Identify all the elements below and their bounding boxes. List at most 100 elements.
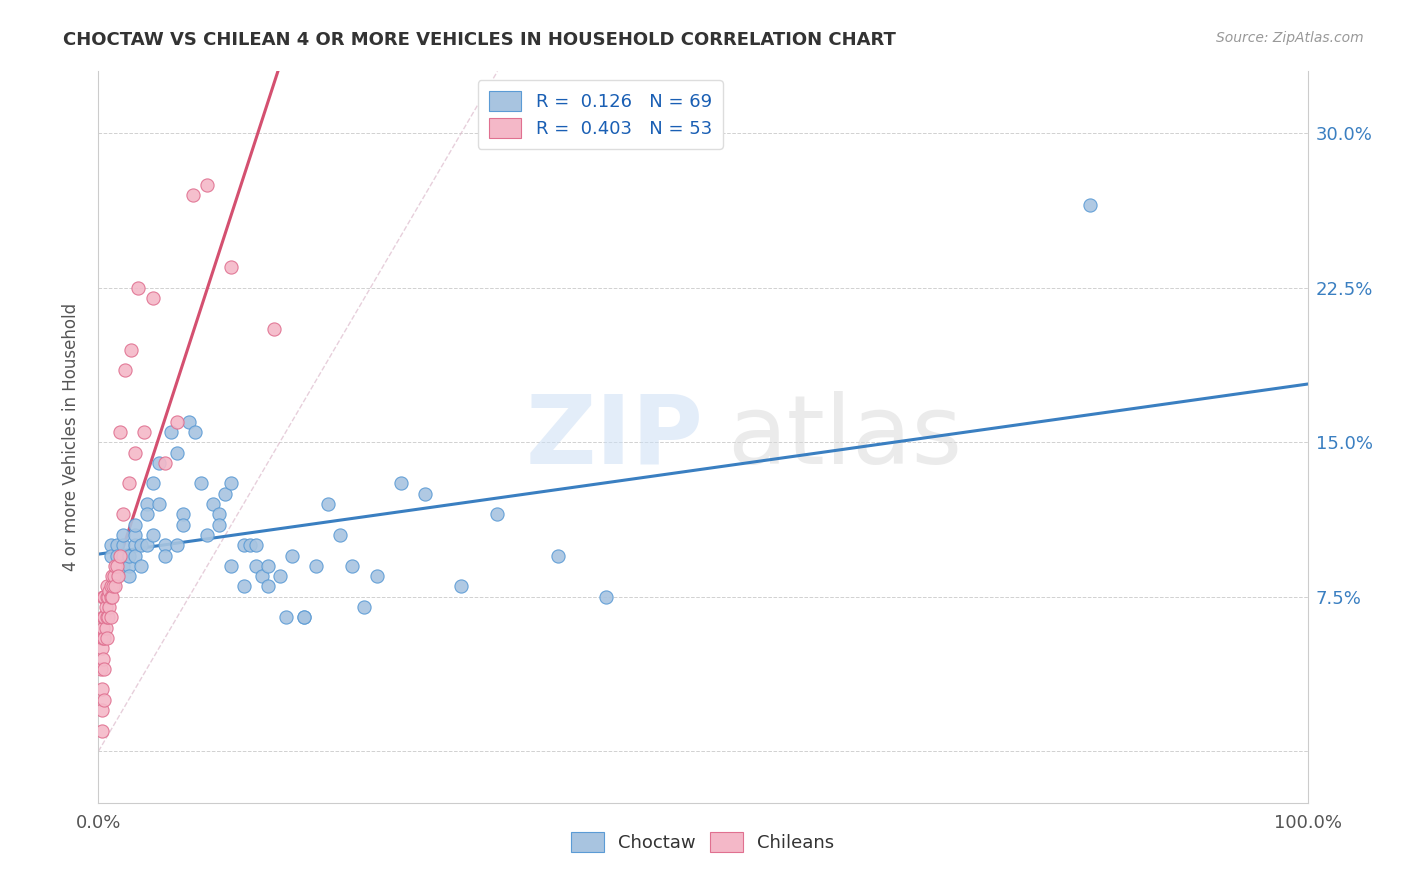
Point (256, 558, 278, 573)
Point (221, 260, 243, 274)
Text: CHOCTAW VS CHILEAN 4 OR MORE VEHICLES IN HOUSEHOLD CORRELATION CHART: CHOCTAW VS CHILEAN 4 OR MORE VEHICLES IN… (63, 31, 896, 49)
Point (166, 445, 188, 459)
Point (305, 558, 328, 573)
Point (184, 425, 207, 439)
Point (91, 590, 114, 604)
Point (366, 569, 388, 583)
Point (263, 322, 285, 336)
Point (124, 445, 146, 459)
Point (100, 579, 122, 593)
Point (91, 610, 114, 624)
Point (232, 538, 254, 552)
Point (172, 517, 194, 532)
Point (98, 583, 121, 598)
Point (118, 558, 141, 573)
Point (221, 476, 243, 491)
Point (208, 508, 231, 522)
Point (124, 528, 146, 542)
Point (160, 425, 183, 439)
Point (124, 538, 146, 552)
Point (135, 497, 157, 511)
Y-axis label: 4 or more Vehicles in Household: 4 or more Vehicles in Household (62, 303, 80, 571)
Point (129, 558, 152, 573)
Point (100, 569, 122, 583)
Point (232, 579, 254, 593)
Point (250, 569, 273, 583)
Point (148, 497, 170, 511)
Point (239, 538, 262, 552)
Point (105, 538, 128, 552)
Point (118, 549, 141, 563)
Point (135, 538, 157, 552)
Point (118, 569, 141, 583)
Point (124, 549, 146, 563)
Point (148, 456, 170, 470)
Point (105, 569, 128, 583)
Point (96, 579, 118, 593)
Point (111, 508, 134, 522)
Point (181, 188, 204, 202)
Point (195, 178, 218, 192)
Point (93, 610, 115, 624)
Point (142, 291, 165, 305)
Point (245, 538, 267, 552)
Point (353, 600, 375, 615)
Point (111, 549, 134, 563)
Point (129, 538, 152, 552)
Point (292, 610, 315, 624)
Point (91, 621, 114, 635)
Text: ZIP: ZIP (524, 391, 703, 483)
Point (100, 610, 122, 624)
Point (450, 579, 472, 593)
Point (93, 631, 115, 645)
Point (93, 662, 115, 676)
Point (104, 558, 127, 573)
Point (91, 641, 114, 656)
Point (245, 558, 267, 573)
Point (342, 558, 364, 573)
Point (135, 508, 157, 522)
Point (281, 549, 304, 563)
Point (195, 528, 218, 542)
Point (94, 621, 117, 635)
Legend: Choctaw, Chileans: Choctaw, Chileans (564, 825, 842, 860)
Point (208, 517, 231, 532)
Point (96, 610, 118, 624)
Point (1078, 198, 1101, 212)
Point (172, 508, 194, 522)
Point (97, 610, 120, 624)
Point (111, 538, 134, 552)
Point (153, 538, 176, 552)
Point (96, 590, 118, 604)
Point (413, 487, 436, 501)
Point (153, 549, 176, 563)
Point (214, 487, 236, 501)
Point (103, 569, 125, 583)
Point (111, 528, 134, 542)
Point (91, 703, 114, 717)
Point (94, 600, 117, 615)
Point (97, 590, 120, 604)
Point (142, 476, 165, 491)
Point (100, 538, 122, 552)
Point (120, 343, 142, 357)
Point (166, 538, 188, 552)
Point (91, 631, 114, 645)
Point (91, 682, 114, 697)
Point (91, 651, 114, 665)
Point (98, 600, 121, 615)
Point (105, 558, 128, 573)
Point (91, 723, 114, 738)
Point (269, 569, 291, 583)
Point (105, 558, 128, 573)
Point (90, 631, 112, 645)
Point (105, 549, 128, 563)
Point (96, 631, 118, 645)
Point (100, 549, 122, 563)
Point (101, 579, 124, 593)
Point (274, 610, 297, 624)
Point (107, 569, 129, 583)
Text: atlas: atlas (727, 391, 962, 483)
Point (142, 528, 165, 542)
Point (90, 662, 112, 676)
